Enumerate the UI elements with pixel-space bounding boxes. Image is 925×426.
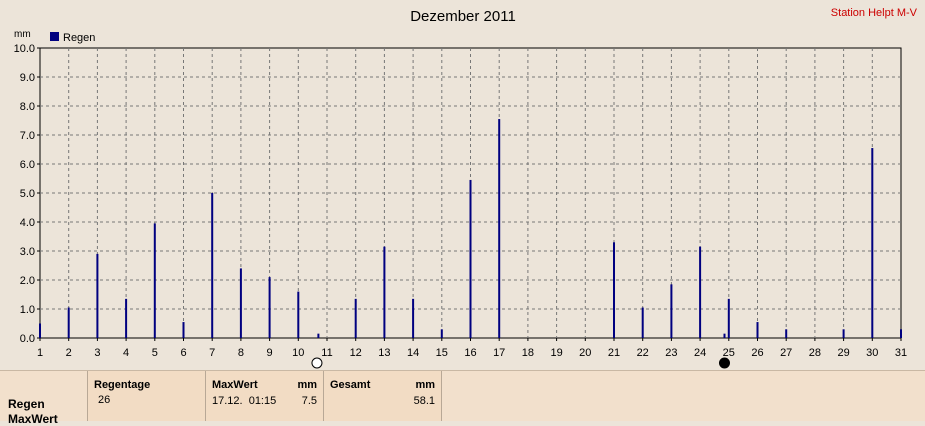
y-tick-label: 2.0 xyxy=(20,275,35,287)
rain-bar xyxy=(383,246,386,338)
x-tick-label: 1 xyxy=(37,347,43,359)
x-tick-label: 19 xyxy=(550,347,562,359)
x-tick-label: 7 xyxy=(209,347,215,359)
rain-bar xyxy=(440,329,443,338)
rain-bar xyxy=(613,242,615,338)
y-tick-label: 4.0 xyxy=(20,217,35,229)
rain-bar xyxy=(641,307,644,338)
rain-bar xyxy=(670,284,673,338)
gesamt-value: 58.1 xyxy=(413,395,435,407)
x-tick-label: 4 xyxy=(123,347,129,359)
rain-bar xyxy=(67,307,70,338)
y-tick-label: 9.0 xyxy=(20,72,35,84)
rain-bar xyxy=(354,298,357,338)
x-tick-label: 20 xyxy=(579,347,591,359)
rain-bar xyxy=(211,193,214,338)
x-tick-label: 12 xyxy=(350,347,362,359)
x-tick-label: 17 xyxy=(493,347,505,359)
maxwert-time: 17.12. 01:15 xyxy=(212,395,277,407)
y-axis-unit: mm xyxy=(14,29,31,40)
y-tick-label: 5.0 xyxy=(20,188,35,200)
maxwert-label: MaxWert xyxy=(212,379,258,391)
rain-bar xyxy=(785,329,788,338)
x-tick-label: 24 xyxy=(694,347,706,359)
rain-bar xyxy=(96,253,99,338)
rain-bar xyxy=(317,333,320,338)
gesamt-unit: mm xyxy=(415,379,435,391)
x-tick-label: 18 xyxy=(522,347,534,359)
rain-bar xyxy=(756,322,759,338)
x-tick-label: 9 xyxy=(267,347,273,359)
summary-row-label-regen: Regen xyxy=(8,397,45,411)
x-tick-label: 28 xyxy=(809,347,821,359)
x-tick-label: 21 xyxy=(608,347,620,359)
rain-bar xyxy=(900,329,902,338)
regentage-value: 26 xyxy=(98,394,111,406)
rain-bar xyxy=(469,179,472,338)
x-tick-label: 15 xyxy=(436,347,448,359)
rain-bar xyxy=(699,246,702,338)
chart-title: Dezember 2011 xyxy=(410,8,516,25)
x-tick-label: 26 xyxy=(751,347,763,359)
rain-bar xyxy=(268,277,271,338)
y-tick-label: 8.0 xyxy=(20,101,35,113)
rain-bar xyxy=(871,148,874,338)
legend-swatch xyxy=(50,32,59,41)
maxwert-cell: MaxWert mm 17.12. 01:15 7.5 xyxy=(206,371,324,421)
x-tick-label: 27 xyxy=(780,347,792,359)
station-label: Station Helpt M-V xyxy=(831,7,918,19)
rain-bar xyxy=(297,291,300,338)
full-moon-icon xyxy=(311,357,323,369)
rain-bar xyxy=(39,323,41,338)
x-tick-label: 16 xyxy=(464,347,476,359)
new-moon-icon xyxy=(718,357,730,369)
x-tick-label: 22 xyxy=(637,347,649,359)
x-tick-label: 29 xyxy=(837,347,849,359)
legend-label: Regen xyxy=(63,32,95,44)
rain-bar xyxy=(723,333,726,338)
y-tick-label: 10.0 xyxy=(14,43,35,55)
y-tick-label: 1.0 xyxy=(20,304,35,316)
rain-bar xyxy=(153,223,156,338)
summary-row-label-maxwert: MaxWert xyxy=(8,412,58,426)
summary-footer: Regen MaxWert Regentage 26 MaxWert mm 17… xyxy=(0,370,925,426)
y-tick-label: 7.0 xyxy=(20,130,35,142)
x-tick-label: 30 xyxy=(866,347,878,359)
x-tick-label: 25 xyxy=(723,347,735,359)
x-tick-label: 3 xyxy=(94,347,100,359)
y-tick-label: 6.0 xyxy=(20,159,35,171)
x-tick-label: 5 xyxy=(152,347,158,359)
y-tick-label: 0.0 xyxy=(20,333,35,345)
rain-chart: Dezember 2011 Station Helpt M-V mm Regen… xyxy=(14,7,918,369)
regentage-label: Regentage xyxy=(94,379,151,391)
x-tick-label: 6 xyxy=(180,347,186,359)
regentage-cell: Regentage 26 xyxy=(87,371,206,421)
gesamt-label: Gesamt xyxy=(330,379,371,391)
x-tick-label: 31 xyxy=(895,347,907,359)
x-tick-label: 13 xyxy=(378,347,390,359)
rain-bar xyxy=(727,298,730,338)
rain-bar xyxy=(239,268,242,338)
x-tick-label: 11 xyxy=(321,347,332,359)
maxwert-unit: mm xyxy=(297,379,317,391)
x-tick-label: 2 xyxy=(66,347,72,359)
rain-bar xyxy=(842,329,845,338)
x-tick-label: 10 xyxy=(292,347,304,359)
rain-bar xyxy=(412,298,415,338)
x-tick-label: 8 xyxy=(238,347,244,359)
rain-bar xyxy=(125,298,128,338)
gesamt-cell: Gesamt mm 58.1 xyxy=(324,371,442,421)
rain-bar xyxy=(498,119,501,338)
x-tick-label: 23 xyxy=(665,347,677,359)
maxwert-value: 7.5 xyxy=(301,395,317,407)
y-tick-label: 3.0 xyxy=(20,246,35,258)
rain-bar xyxy=(182,322,185,338)
x-tick-label: 14 xyxy=(407,347,419,359)
